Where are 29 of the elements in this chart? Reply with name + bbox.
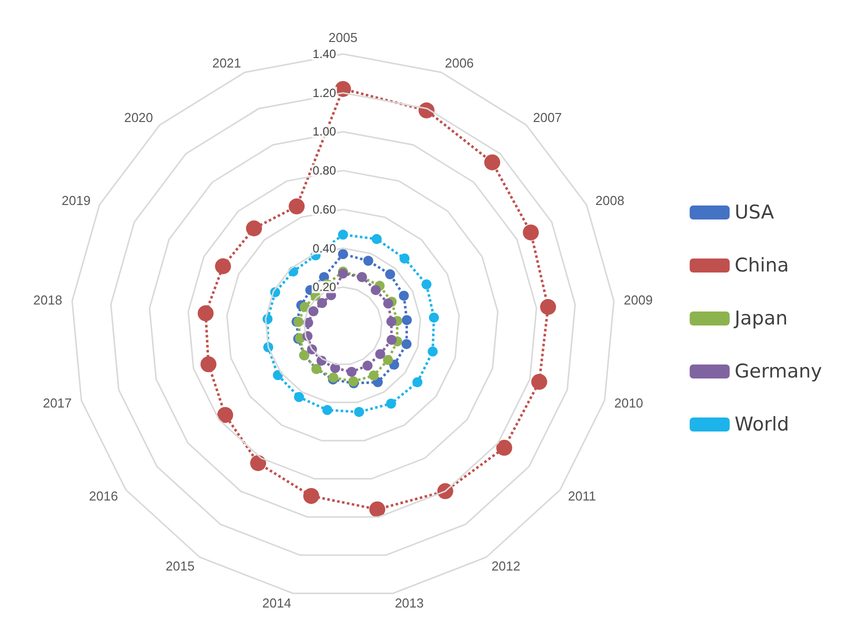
spoke-label: 2008 — [595, 192, 624, 208]
spoke-label: 2020 — [124, 110, 154, 126]
legend-label: Germany — [734, 360, 822, 382]
y-tick-label: 1.20 — [312, 86, 336, 100]
legend-label: Japan — [734, 308, 788, 330]
y-tick-label: 0.80 — [312, 164, 336, 178]
spoke-label: 2019 — [62, 192, 91, 208]
legend-label: USA — [734, 202, 774, 224]
spoke-label: 2015 — [166, 558, 195, 574]
y-tick-label: 0.20 — [312, 280, 336, 294]
spoke-label: 2005 — [328, 30, 358, 45]
spoke-label: 2010 — [614, 396, 644, 411]
y-tick-label: 0.60 — [312, 202, 336, 216]
spoke-label: 2007 — [532, 110, 562, 126]
legend-label: World — [734, 414, 790, 436]
spoke-label: 2021 — [212, 56, 242, 71]
y-tick-label: 0.40 — [312, 241, 336, 256]
legend-label: China — [734, 254, 789, 276]
spoke-label: 2006 — [444, 56, 474, 71]
spoke-label: 2011 — [568, 488, 596, 504]
y-tick-label: 1.40 — [312, 47, 336, 61]
spoke-label: 2013 — [394, 596, 424, 611]
y-tick-label: 1.00 — [312, 124, 336, 139]
spoke-label: 2016 — [89, 488, 118, 504]
spoke-label: 2018 — [33, 292, 62, 308]
spoke-label: 2012 — [491, 558, 520, 574]
spoke-label: 2009 — [624, 292, 653, 308]
spoke-label: 2014 — [262, 596, 292, 611]
spoke-label: 2017 — [42, 396, 72, 411]
